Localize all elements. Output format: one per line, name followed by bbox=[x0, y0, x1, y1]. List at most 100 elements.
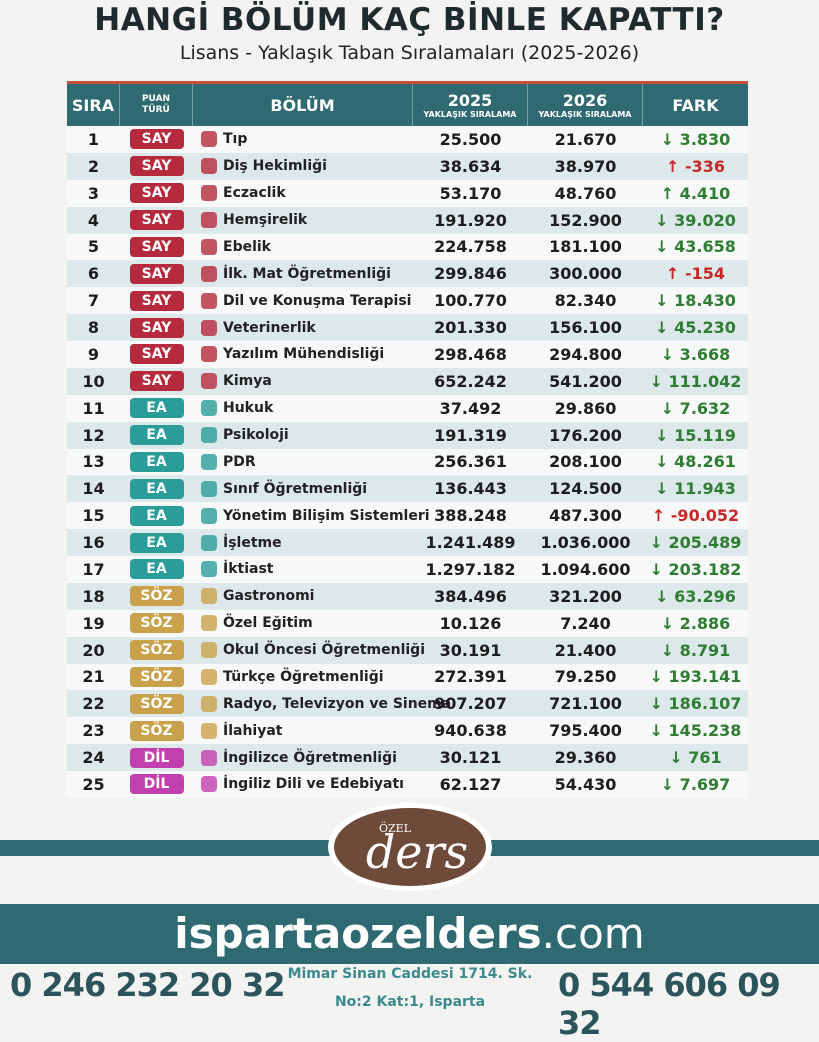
rank-2025: 136.443 bbox=[434, 479, 507, 499]
type-badge: SAY bbox=[129, 236, 184, 257]
type-cell: DİL bbox=[120, 774, 193, 795]
type-cell: EA bbox=[120, 505, 193, 526]
col-head: 2026 bbox=[562, 91, 608, 110]
col-note: YAKLAŞIK SIRALAMA bbox=[538, 110, 632, 119]
rank: 11 bbox=[82, 398, 105, 418]
rank-2026: 541.200 bbox=[549, 371, 622, 391]
table-row: 6 SAY İlk. Mat Öğretmenliği 299.846 300.000 ↑… bbox=[67, 260, 748, 288]
icon bbox=[201, 534, 217, 551]
subtitle: Lisans - Yaklaşık Taban Sıralamaları (20… bbox=[179, 42, 640, 64]
icon bbox=[201, 400, 217, 417]
department-cell: İktiast bbox=[193, 561, 413, 578]
icon bbox=[201, 507, 217, 524]
department-cell: Özel Eğitim bbox=[193, 615, 413, 632]
type-badge: EA bbox=[129, 451, 184, 472]
rank-2025: 652.242 bbox=[434, 371, 507, 391]
department: Sınıf Öğretmenliği bbox=[223, 480, 368, 497]
difference: ↓ 63.296 bbox=[655, 586, 736, 606]
type-badge: EA bbox=[129, 559, 184, 580]
type-cell: EA bbox=[120, 398, 193, 419]
department-cell: İlahiyat bbox=[193, 722, 413, 739]
icon bbox=[201, 158, 217, 175]
icon bbox=[201, 749, 217, 766]
department-cell: Dil ve Konuşma Terapisi bbox=[193, 292, 413, 309]
type-badge: SÖZ bbox=[129, 586, 184, 607]
difference: ↓ 111.042 bbox=[649, 371, 742, 391]
type-badge: EA bbox=[129, 478, 184, 499]
department-cell: Gastronomi bbox=[193, 588, 413, 605]
rank: 19 bbox=[82, 613, 105, 633]
rank: 14 bbox=[82, 479, 105, 499]
rank-2026: 321.200 bbox=[549, 586, 622, 606]
table-row: 11 EA Hukuk 37.492 29.860 ↓ 7.632 bbox=[67, 394, 748, 422]
difference: ↓ 48.261 bbox=[655, 452, 736, 472]
department: Özel Eğitim bbox=[223, 615, 313, 632]
icon bbox=[201, 427, 217, 444]
department-cell: Hemşirelik bbox=[193, 212, 413, 229]
difference: ↓ 186.107 bbox=[649, 694, 742, 714]
department-cell: Tıp bbox=[193, 131, 413, 148]
difference: ↑ 4.410 bbox=[660, 183, 731, 203]
difference: ↓ 193.141 bbox=[649, 667, 742, 687]
rank: 16 bbox=[82, 533, 105, 553]
table-row: 4 SAY Hemşirelik 191.920 152.900 ↓ 39.020 bbox=[67, 206, 748, 234]
site-tld: .com bbox=[541, 909, 645, 958]
icon bbox=[201, 346, 217, 363]
rank: 21 bbox=[82, 667, 105, 687]
rank: 8 bbox=[87, 318, 100, 338]
difference: ↓ 15.119 bbox=[655, 425, 736, 445]
difference: ↓ 7.697 bbox=[660, 774, 731, 794]
rank-2025: 62.127 bbox=[439, 774, 502, 794]
table-row: 15 EA Yönetim Bilişim Sistemleri 388.248 487… bbox=[67, 502, 748, 530]
type-cell: SAY bbox=[120, 210, 193, 231]
type-badge: EA bbox=[129, 532, 184, 553]
icon bbox=[201, 776, 217, 793]
rank: 23 bbox=[82, 721, 105, 741]
rank-2026: 487.300 bbox=[549, 506, 622, 526]
rank-2025: 256.361 bbox=[434, 452, 507, 472]
type-badge: SAY bbox=[129, 129, 184, 150]
table-row: 16 EA İşletme 1.241.489 1.036.000 ↓ 205.489 bbox=[67, 529, 748, 556]
rank: 7 bbox=[87, 291, 100, 311]
site-band: ispartaozelders.com bbox=[0, 904, 819, 964]
table-row: 3 SAY Eczaclik 53.170 48.760 ↑ 4.410 bbox=[67, 179, 748, 207]
rank-2026: 82.340 bbox=[554, 291, 617, 311]
col-head: PUAN bbox=[141, 94, 171, 104]
type-badge: SAY bbox=[129, 290, 184, 311]
rank-2025: 298.468 bbox=[434, 344, 507, 364]
difference: ↓ 145.238 bbox=[649, 721, 742, 741]
department: Eczaclik bbox=[223, 185, 286, 202]
type-badge: SAY bbox=[129, 210, 184, 231]
type-cell: SÖZ bbox=[120, 586, 193, 607]
rank: 22 bbox=[82, 694, 105, 714]
icon bbox=[201, 265, 217, 282]
rank-2026: 176.200 bbox=[549, 425, 622, 445]
rank-2026: 38.970 bbox=[554, 156, 617, 176]
type-cell: SÖZ bbox=[120, 666, 193, 687]
icon bbox=[201, 722, 217, 739]
rank-2026: 54.430 bbox=[554, 774, 617, 794]
rank-2026: 181.100 bbox=[549, 237, 622, 257]
department: Veterinerlik bbox=[223, 319, 316, 336]
department: İlk. Mat Öğretmenliği bbox=[223, 265, 391, 282]
table-row: 14 EA Sınıf Öğretmenliği 136.443 124.500 ↓ 11… bbox=[67, 475, 748, 503]
rank: 3 bbox=[87, 183, 100, 203]
table-row: 25 DİL İngiliz Dili ve Edebiyatı 62.127 54.4… bbox=[67, 771, 748, 798]
type-cell: SAY bbox=[120, 371, 193, 392]
difference: ↓ 39.020 bbox=[655, 210, 736, 230]
type-badge: EA bbox=[129, 505, 184, 526]
rank-2026: 152.900 bbox=[549, 210, 622, 230]
difference: ↓ 11.943 bbox=[655, 479, 736, 499]
rank-2025: 191.920 bbox=[434, 210, 507, 230]
table: SIRA PUAN TÜRÜ BÖLÜM 2025 YAKLAŞIK SIRALAM… bbox=[67, 81, 748, 798]
difference: ↑ -154 bbox=[665, 264, 725, 284]
rank-2026: 156.100 bbox=[549, 318, 622, 338]
type-cell: EA bbox=[120, 532, 193, 553]
department: Okul Öncesi Öğretmenliği bbox=[223, 642, 426, 659]
department: Dil ve Konuşma Terapisi bbox=[223, 292, 412, 309]
type-cell: DİL bbox=[120, 747, 193, 768]
rank-2025: 1.241.489 bbox=[425, 533, 516, 553]
address: Mimar Sinan Caddesi 1714. Sk. bbox=[287, 966, 533, 982]
department: İngiliz Dili ve Edebiyatı bbox=[223, 776, 404, 793]
difference: ↓ 3.668 bbox=[660, 344, 731, 364]
